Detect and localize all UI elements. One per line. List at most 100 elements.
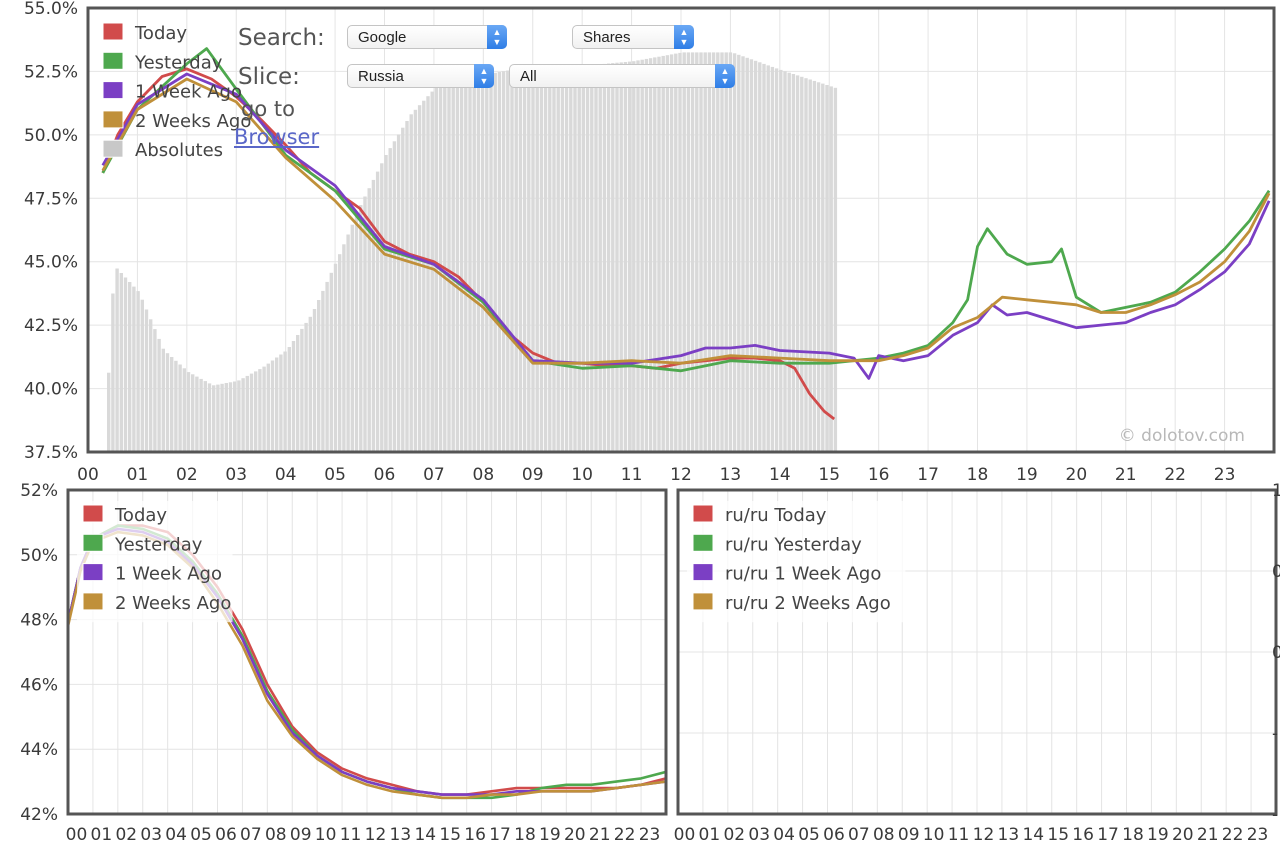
absolutes-bar bbox=[640, 59, 644, 452]
legend-entry[interactable]: ru/ru Yesterday bbox=[725, 534, 862, 555]
y-tick-label: 0 bbox=[1272, 643, 1280, 663]
main-frame bbox=[86, 6, 1276, 454]
legend-swatch bbox=[692, 592, 714, 611]
x-tick-label: 20 bbox=[1066, 465, 1088, 485]
absolutes-bar bbox=[447, 83, 451, 452]
absolutes-bar bbox=[577, 65, 581, 452]
absolutes-bar bbox=[581, 65, 586, 452]
legend-swatch bbox=[82, 563, 104, 582]
legend-swatch bbox=[692, 504, 714, 523]
browser-link[interactable]: Browser bbox=[234, 125, 320, 149]
x-tick-label: 17 bbox=[489, 825, 511, 845]
y-tick-label: 50.0% bbox=[24, 126, 78, 146]
legend-entry[interactable]: 2 Weeks Ago bbox=[115, 593, 231, 614]
absolutes-bar bbox=[119, 273, 123, 452]
absolutes-bar bbox=[703, 52, 707, 452]
bottom-left-x-axis: 00 01 02 03 04 05 06 07 08 09 10 11 12 13 14 15 16 17 18 19… bbox=[66, 825, 661, 845]
absolutes-bar bbox=[203, 381, 207, 452]
absolutes-bar bbox=[321, 290, 325, 452]
absolutes-bar bbox=[249, 373, 254, 452]
absolutes-bar bbox=[300, 328, 304, 452]
legend-entry[interactable]: 1 Week Ago bbox=[115, 564, 222, 585]
absolutes-bar bbox=[346, 234, 350, 452]
legend-entry[interactable]: ru/ru 1 Week Ago bbox=[725, 564, 881, 585]
absolutes-bar bbox=[522, 67, 527, 452]
absolutes-bar bbox=[459, 78, 464, 452]
absolutes-bar bbox=[606, 63, 611, 452]
absolutes-bar bbox=[228, 382, 233, 452]
absolutes-bar bbox=[480, 75, 485, 452]
x-tick-label: 01 bbox=[127, 465, 149, 485]
y-tick-label: 37.5% bbox=[24, 443, 78, 463]
x-tick-label: 04 bbox=[165, 825, 187, 845]
x-tick-label: 18 bbox=[1122, 825, 1144, 845]
absolutes-bar bbox=[774, 68, 779, 452]
absolutes-bar bbox=[275, 357, 279, 452]
legend-entry[interactable]: 2 Weeks Ago bbox=[135, 111, 251, 132]
absolutes-bar bbox=[464, 78, 468, 452]
absolutes-bar bbox=[392, 141, 397, 452]
bottom-left-legend[interactable]: Today Yesterday 1 Week Ago 2 Weeks Ago bbox=[77, 501, 233, 623]
legend-entry[interactable]: Today bbox=[134, 23, 187, 44]
absolutes-bar bbox=[489, 73, 493, 452]
bottom-right-legend[interactable]: ru/ru Today ru/ru Yesterday ru/ru 1 Week A… bbox=[687, 501, 906, 623]
absolutes-bar bbox=[548, 65, 552, 452]
legend-entry[interactable]: Yesterday bbox=[114, 534, 203, 555]
absolutes-bar bbox=[140, 299, 144, 452]
absolutes-bar bbox=[699, 52, 703, 452]
absolutes-bar bbox=[165, 353, 170, 452]
absolutes-bar bbox=[287, 347, 291, 452]
legend-entry[interactable]: Absolutes bbox=[135, 140, 223, 161]
absolutes-bar bbox=[157, 338, 161, 452]
region-select[interactable]: Russia ▲ ▼ bbox=[347, 64, 494, 88]
main-lines bbox=[101, 47, 1271, 421]
absolutes-bar bbox=[816, 82, 821, 452]
x-tick-label: 08 bbox=[265, 825, 287, 845]
x-tick-label: 15 bbox=[439, 825, 461, 845]
legend-entry[interactable]: Today bbox=[114, 505, 167, 526]
y-tick-label: 47.5% bbox=[24, 189, 78, 209]
absolutes-bar bbox=[186, 372, 191, 452]
absolutes-bar bbox=[266, 363, 270, 452]
x-tick-label: 17 bbox=[917, 465, 939, 485]
absolutes-bar bbox=[569, 65, 573, 452]
absolutes-bar bbox=[472, 76, 476, 452]
legend-entry[interactable]: ru/ru Today bbox=[725, 505, 827, 526]
main-legend[interactable]: Today Yesterday 1 Week Ago 2 Weeks Ago Absol… bbox=[102, 22, 251, 161]
absolutes-bar bbox=[409, 114, 413, 452]
x-tick-label: 19 bbox=[1147, 825, 1169, 845]
legend-swatch bbox=[102, 139, 124, 158]
search-engine-select[interactable]: Google ▲ ▼ bbox=[347, 25, 507, 49]
main-absolutes bbox=[107, 52, 838, 452]
absolutes-bar bbox=[602, 63, 607, 452]
absolutes-bar bbox=[426, 96, 430, 452]
x-tick-label: 00 bbox=[66, 825, 88, 845]
y-tick-label: - bbox=[1272, 724, 1278, 744]
series-line bbox=[101, 77, 1271, 365]
absolutes-bar bbox=[384, 155, 388, 452]
absolutes-bar bbox=[564, 65, 569, 452]
legend-entry[interactable]: Yesterday bbox=[134, 52, 223, 73]
metric-select[interactable]: Shares ▲ ▼ bbox=[572, 25, 694, 49]
absolutes-bar bbox=[451, 81, 455, 452]
legend-entry[interactable]: 1 Week Ago bbox=[135, 82, 242, 103]
legend-swatch bbox=[102, 51, 124, 70]
x-tick-label: 12 bbox=[670, 465, 692, 485]
legend-swatch bbox=[692, 563, 714, 582]
absolutes-bar bbox=[745, 57, 749, 452]
absolutes-bar bbox=[237, 380, 241, 452]
absolutes-bar bbox=[191, 374, 195, 452]
x-tick-label: 06 bbox=[823, 825, 845, 845]
absolutes-bar bbox=[375, 171, 380, 452]
absolutes-bar bbox=[825, 85, 829, 452]
absolutes-bar bbox=[308, 316, 312, 452]
absolutes-bar bbox=[531, 66, 535, 452]
absolutes-bar bbox=[611, 63, 615, 452]
x-tick-label: 05 bbox=[324, 465, 346, 485]
absolutes-bar bbox=[644, 58, 649, 452]
absolutes-bar bbox=[598, 64, 602, 452]
bottom-left-y-axis: 52% 50% 48% 46% 44% 42% bbox=[20, 481, 58, 825]
absolutes-bar bbox=[506, 70, 510, 452]
slice-select[interactable]: All ▲ ▼ bbox=[509, 64, 735, 88]
legend-entry[interactable]: ru/ru 2 Weeks Ago bbox=[725, 593, 891, 614]
